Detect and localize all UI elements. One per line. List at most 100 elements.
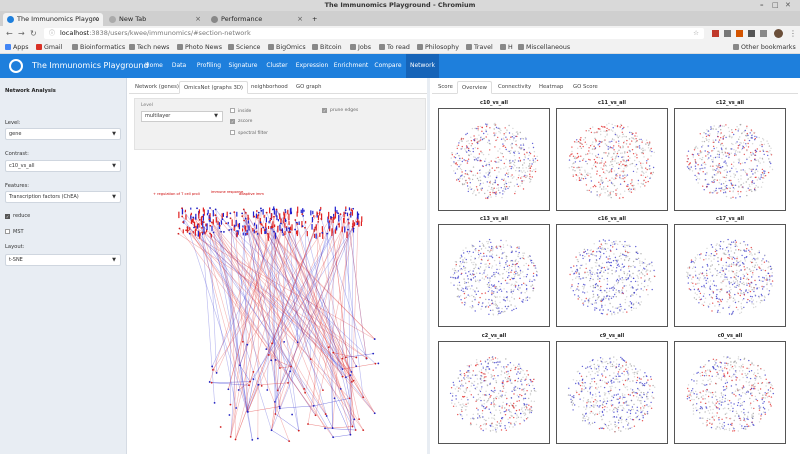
info-icon[interactable]: ⓘ (49, 30, 56, 37)
tsne-plot[interactable] (674, 341, 786, 444)
bookmark-folder[interactable]: Philosophy (417, 43, 459, 52)
extension-icon[interactable] (748, 30, 755, 37)
inside-checkbox[interactable]: inside (230, 108, 251, 114)
graph-node (244, 225, 246, 230)
bookmark-folder[interactable]: Bioinformatics (72, 43, 125, 52)
tsne-point (706, 417, 709, 420)
nav-signature[interactable]: Signature (228, 62, 258, 69)
bookmark-folder[interactable]: Miscellaneous (518, 43, 570, 52)
bookmark-folder[interactable]: Jobs (350, 43, 371, 52)
forward-icon[interactable]: → (18, 29, 25, 38)
bookmark-folder[interactable]: H (500, 43, 513, 52)
tsne-plot[interactable] (556, 341, 668, 444)
bookmark-folder[interactable]: To read (379, 43, 410, 52)
prune-edges-checkbox[interactable]: ✓ prune edges (322, 108, 359, 113)
tsne-point (490, 188, 492, 191)
graph-edge (284, 209, 353, 427)
nav-enrichment[interactable]: Enrichment (333, 62, 369, 69)
close-window-icon[interactable]: ✕ (785, 1, 791, 9)
tsne-point (718, 403, 720, 405)
tsne-plot[interactable] (556, 224, 668, 327)
tab-score[interactable]: Score (438, 84, 453, 90)
bookmark-folder[interactable]: Tech news (129, 43, 169, 52)
tsne-point (707, 130, 710, 132)
tab-overview[interactable]: Overview (457, 81, 492, 94)
zscore-checkbox[interactable]: ✓ zscore (230, 119, 253, 124)
omicsnet-3d-graph[interactable] (129, 154, 427, 454)
tsne-plot[interactable] (438, 108, 550, 211)
features-select[interactable]: Transcription factors (ChEA) ▼ (5, 191, 121, 203)
nav-profiling[interactable]: Profiling (196, 62, 222, 69)
tsne-point (744, 244, 747, 246)
tab-neighborhood[interactable]: neighborhood (251, 84, 288, 90)
browser-tab-0[interactable]: The Immunomics Playgro × (3, 13, 103, 26)
spectral-filter-checkbox[interactable]: spectral filter (230, 130, 268, 136)
contrast-select[interactable]: c10_vs_all ▼ (5, 160, 121, 172)
graph-level-select[interactable]: multilayer ▼ (141, 111, 223, 122)
bookmark-folder[interactable]: BigOmics (268, 43, 306, 52)
back-icon[interactable]: ← (6, 29, 13, 38)
url-bar[interactable]: ⓘ localhost:3838/users/kwee/immunomics/#… (44, 28, 704, 39)
bookmark-folder[interactable]: Travel (466, 43, 493, 52)
extension-icon[interactable] (712, 30, 719, 37)
tsne-point (731, 184, 733, 187)
tab-connectivity[interactable]: Connectivity (498, 84, 532, 90)
tsne-point (705, 135, 708, 138)
tab-omicsnet[interactable]: OmicsNet (graphs 3D) (179, 81, 248, 94)
tsne-point (737, 309, 739, 311)
nav-expression[interactable]: Expression (295, 62, 329, 69)
tab-close-icon[interactable]: × (93, 15, 99, 23)
bookmark-star-icon[interactable]: ☆ (693, 29, 699, 37)
tsne-plot[interactable] (438, 224, 550, 327)
tsne-point (514, 424, 516, 426)
graph-node (214, 208, 217, 211)
tsne-point (589, 386, 591, 388)
extension-icon[interactable] (724, 30, 731, 37)
nav-cluster[interactable]: Cluster (266, 62, 288, 69)
maximize-icon[interactable]: □ (772, 1, 779, 9)
tsne-point (620, 419, 622, 421)
bookmark-folder[interactable]: Photo News (177, 43, 222, 52)
tsne-point (626, 386, 628, 388)
tsne-point (703, 189, 705, 191)
tab-close-icon[interactable]: × (297, 15, 303, 23)
tab-network-genes[interactable]: Network (genes) (135, 84, 179, 90)
nav-network[interactable]: Network (406, 54, 439, 78)
tsne-plot[interactable] (438, 341, 550, 444)
tab-close-icon[interactable]: × (195, 15, 201, 23)
bookmark-apps[interactable]: Apps (5, 43, 29, 52)
minimize-icon[interactable]: – (760, 1, 764, 9)
bookmark-folder[interactable]: Bitcoin (312, 43, 342, 52)
level-select[interactable]: gene ▼ (5, 128, 121, 140)
nav-data[interactable]: Data (171, 62, 187, 69)
graph-node (222, 212, 225, 217)
tsne-point (649, 168, 652, 170)
profile-avatar[interactable] (774, 29, 783, 38)
tsne-point (712, 165, 714, 167)
browser-tab-1[interactable]: New Tab × (105, 13, 205, 26)
extension-icon[interactable] (736, 30, 743, 37)
nav-home[interactable]: Home (145, 62, 163, 69)
tsne-plot[interactable] (674, 108, 786, 211)
tsne-point (517, 380, 519, 383)
extension-icon[interactable] (760, 30, 767, 37)
tab-go-score[interactable]: GO Score (573, 84, 598, 90)
layout-select[interactable]: t-SNE ▼ (5, 254, 121, 266)
browser-tab-2[interactable]: Performance × (207, 13, 307, 26)
reload-icon[interactable]: ↻ (30, 29, 37, 38)
tsne-point (629, 394, 631, 396)
tsne-point (507, 176, 509, 178)
nav-compare[interactable]: Compare (374, 62, 402, 69)
tsne-plot[interactable] (674, 224, 786, 327)
mst-checkbox[interactable]: MST (5, 229, 24, 235)
tab-go-graph[interactable]: GO graph (296, 84, 322, 90)
tsne-point (520, 177, 522, 179)
new-tab-button[interactable]: + (312, 15, 318, 23)
bookmark-folder[interactable]: Science (228, 43, 260, 52)
menu-icon[interactable]: ⋮ (789, 29, 797, 38)
reduce-checkbox[interactable]: ✓ reduce (5, 213, 31, 219)
other-bookmarks[interactable]: Other bookmarks (733, 43, 796, 52)
bookmark-gmail[interactable]: Gmail (36, 43, 62, 52)
tsne-plot[interactable] (556, 108, 668, 211)
tab-heatmap[interactable]: Heatmap (539, 84, 564, 90)
